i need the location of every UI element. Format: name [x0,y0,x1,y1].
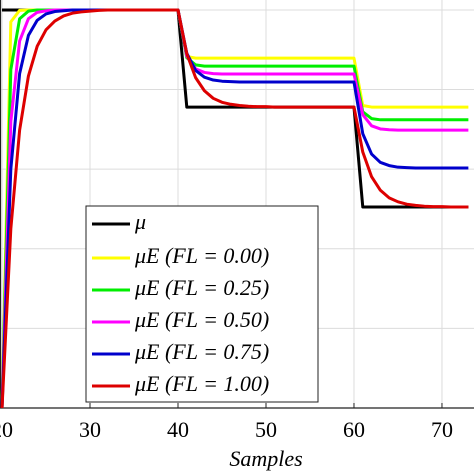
x-tick-label: 40 [167,417,189,442]
x-axis-label: Samples [229,446,302,471]
legend: μ μE (FL = 0.00) μE (FL = 0.25) μE (FL = 0.… [85,205,319,403]
legend-label: μE (FL = 0.25) [134,275,269,300]
series-line [0,8,469,409]
series-line [0,8,469,409]
legend-label: μ [134,209,146,234]
legend-label: μE (FL = 0.50) [134,307,269,332]
x-tick-label: 30 [79,417,101,442]
x-tick-label: 20 [0,417,13,442]
x-tick-label: 50 [255,417,277,442]
legend-label: μE (FL = 1.00) [134,371,269,396]
legend-box [85,205,319,403]
legend-label: μE (FL = 0.75) [134,339,269,364]
x-tick-label: 60 [343,417,365,442]
x-tick-label: 70 [431,417,453,442]
legend-label: μE (FL = 0.00) [134,243,269,268]
